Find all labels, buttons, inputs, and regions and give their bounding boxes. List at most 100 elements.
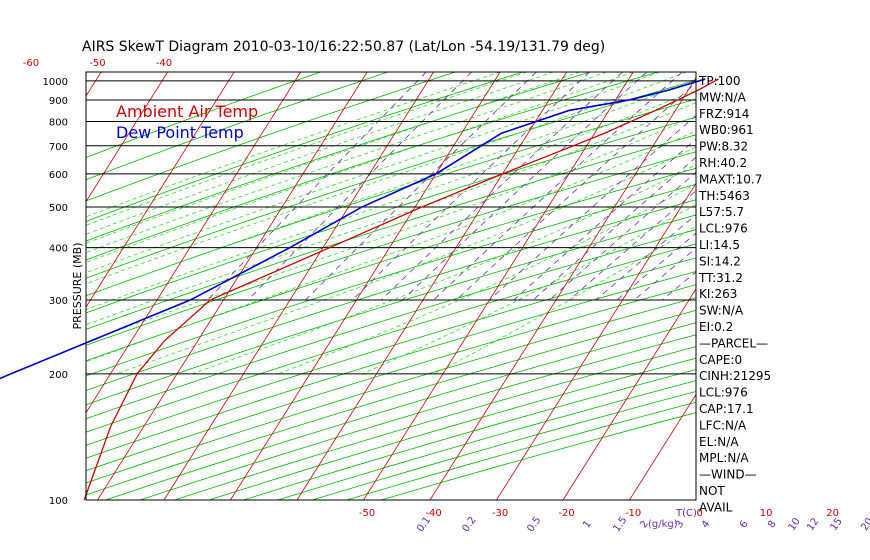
index-item: PW:8.32 bbox=[699, 140, 748, 154]
dry-adiabat bbox=[208, 357, 696, 500]
dry-adiabat bbox=[86, 229, 696, 420]
dry-adiabat bbox=[86, 297, 696, 484]
dry-adiabat bbox=[86, 134, 696, 330]
index-item: MPL:N/A bbox=[699, 451, 749, 465]
index-item: NOT bbox=[699, 484, 725, 498]
bottom-temp-tick-label: -30 bbox=[492, 508, 508, 519]
dry-adiabat bbox=[86, 309, 696, 496]
moist-adiabat bbox=[86, 78, 696, 297]
dry-adiabat bbox=[86, 72, 456, 202]
mixing-ratio-tick-label: 1 bbox=[581, 519, 594, 531]
dry-adiabat bbox=[86, 151, 696, 346]
pressure-tick-label: 1000 bbox=[43, 77, 68, 88]
bottom-temp-tick-label: 10 bbox=[760, 508, 773, 519]
dry-adiabat bbox=[86, 72, 591, 242]
mixing-ratio-tick-label: 3 bbox=[674, 519, 687, 531]
index-item: WB0:961 bbox=[699, 123, 754, 137]
index-item: SI:14.2 bbox=[699, 254, 741, 268]
dry-adiabat bbox=[86, 72, 389, 181]
index-item: —PARCEL— bbox=[699, 336, 768, 350]
dew-point-line bbox=[0, 78, 706, 380]
pressure-tick-label: 500 bbox=[49, 203, 68, 214]
index-item: SW:N/A bbox=[699, 304, 744, 318]
index-item: TP:100 bbox=[698, 74, 741, 88]
profile-lines bbox=[0, 78, 719, 501]
plot-frame bbox=[85, 71, 697, 501]
legend-dew-point: Dew Point Temp bbox=[116, 123, 244, 142]
temperature-unit: T(C) bbox=[675, 508, 697, 519]
mixing-ratio-tick-label: 0.5 bbox=[525, 515, 543, 534]
dry-adiabat bbox=[86, 243, 696, 433]
dry-adiabat bbox=[174, 346, 696, 500]
top-temp-tick-label: -60 bbox=[23, 58, 39, 69]
isotherm-line bbox=[163, 72, 434, 500]
dry-adiabat bbox=[86, 79, 696, 279]
index-item: —WIND— bbox=[699, 468, 757, 482]
moist-adiabat bbox=[86, 72, 607, 253]
isotherm-line bbox=[562, 288, 696, 500]
index-item: L57:5.7 bbox=[699, 205, 744, 219]
isotherm-line bbox=[829, 72, 870, 500]
dry-adiabat bbox=[380, 412, 696, 500]
stability-indices: TP:100 MW:N/A FRZ:914 WB0:961 PW:8.32 RH:40.2… bbox=[698, 74, 771, 514]
mixing-ratio-tick-label: 6 bbox=[738, 519, 751, 531]
index-item: CAPE:0 bbox=[699, 353, 742, 367]
mixing-ratio-tick-label: 2 bbox=[638, 519, 651, 531]
pressure-tick-label: 300 bbox=[49, 296, 68, 307]
index-item: MAXT:10.7 bbox=[699, 172, 762, 186]
index-item: EI:0.2 bbox=[699, 320, 733, 334]
pressure-tick-label: 600 bbox=[49, 170, 68, 181]
mixing-ratio-tick-label: 20 bbox=[859, 516, 870, 533]
dry-adiabat bbox=[86, 271, 696, 459]
index-item: LCL:976 bbox=[699, 386, 748, 400]
mixing-ratio-line bbox=[207, 72, 427, 301]
mixing-ratio-line bbox=[433, 72, 683, 301]
mixing-ratio-unit: (g/kg) bbox=[648, 519, 678, 530]
index-item: KI:263 bbox=[699, 287, 737, 301]
moist-adiabat bbox=[362, 204, 696, 375]
index-item: LI:14.5 bbox=[699, 238, 740, 252]
moist-adiabat bbox=[86, 130, 696, 363]
dry-adiabat bbox=[86, 183, 696, 377]
isotherm-line bbox=[86, 72, 301, 414]
legend-air-temp: Ambient Air Temp bbox=[116, 102, 258, 121]
air-temp-line bbox=[83, 78, 719, 501]
mixing-ratio-line bbox=[455, 82, 696, 301]
mixing-ratio-line bbox=[548, 171, 696, 301]
isotherm-line bbox=[0, 72, 35, 500]
isotherm-line bbox=[363, 72, 634, 500]
moist-adiabat bbox=[86, 102, 696, 326]
isotherm-line bbox=[629, 393, 696, 500]
moist-adiabat bbox=[116, 146, 696, 375]
moist-adiabat bbox=[191, 164, 696, 375]
pressure-tick-label: 900 bbox=[49, 96, 68, 107]
dry-adiabat bbox=[86, 72, 523, 222]
y-axis-label: PRESSURE (MB) bbox=[71, 243, 84, 330]
isotherm-line bbox=[763, 72, 870, 500]
dry-adiabat bbox=[86, 257, 696, 446]
index-item: RH:40.2 bbox=[699, 156, 747, 170]
bottom-temp-tick-label: -20 bbox=[558, 508, 574, 519]
mixing-ratio-line bbox=[402, 72, 648, 301]
mixing-ratio-line bbox=[661, 271, 696, 301]
dry-adiabat bbox=[86, 214, 696, 406]
moist-adiabat bbox=[86, 72, 660, 274]
bottom-temp-tick-label: -40 bbox=[425, 508, 441, 519]
index-item: EL:N/A bbox=[699, 435, 739, 449]
mixing-ratio-tick-label: 10 bbox=[787, 516, 803, 533]
dry-adiabat bbox=[86, 72, 321, 158]
moist-adiabat bbox=[86, 72, 687, 285]
index-item: FRZ:914 bbox=[699, 107, 749, 121]
mixing-ratio-line bbox=[305, 72, 537, 301]
index-item: LFC:N/A bbox=[699, 418, 747, 432]
index-item: CINH:21295 bbox=[699, 369, 771, 383]
index-item: MW:N/A bbox=[699, 90, 747, 104]
mixing-ratio-line bbox=[381, 72, 623, 301]
top-temp-tick-label: -50 bbox=[89, 58, 105, 69]
moist-adiabat bbox=[434, 225, 696, 375]
mixing-ratio-line bbox=[595, 214, 696, 301]
moist-adiabat bbox=[86, 72, 634, 263]
mixing-ratio-line bbox=[569, 190, 696, 301]
